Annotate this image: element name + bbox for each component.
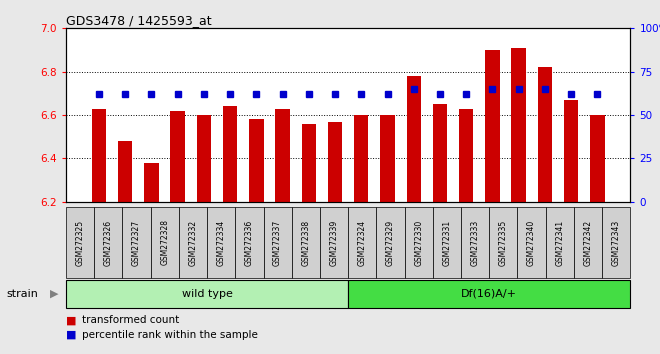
- Bar: [275, 109, 290, 202]
- Bar: [512, 48, 526, 202]
- Bar: [197, 115, 211, 202]
- Text: GSM272341: GSM272341: [555, 219, 564, 266]
- Bar: [92, 109, 106, 202]
- Bar: [249, 119, 263, 202]
- Text: GSM272325: GSM272325: [76, 219, 84, 266]
- Text: GSM272329: GSM272329: [386, 219, 395, 266]
- Text: GDS3478 / 1425593_at: GDS3478 / 1425593_at: [66, 14, 212, 27]
- Bar: [407, 76, 421, 202]
- Text: GSM272331: GSM272331: [442, 219, 451, 266]
- Bar: [433, 104, 447, 202]
- Text: GSM272336: GSM272336: [245, 219, 254, 266]
- Text: GSM272324: GSM272324: [358, 219, 367, 266]
- Bar: [538, 67, 552, 202]
- Text: wild type: wild type: [182, 289, 232, 299]
- Text: strain: strain: [7, 289, 38, 299]
- Text: ■: ■: [66, 315, 77, 325]
- Text: GSM272334: GSM272334: [216, 219, 226, 266]
- Bar: [328, 121, 343, 202]
- Text: GSM272335: GSM272335: [499, 219, 508, 266]
- Text: GSM272342: GSM272342: [583, 219, 593, 266]
- Text: ▶: ▶: [50, 289, 58, 299]
- Bar: [380, 115, 395, 202]
- Text: GSM272330: GSM272330: [414, 219, 423, 266]
- Text: GSM272339: GSM272339: [329, 219, 339, 266]
- Text: GSM272333: GSM272333: [471, 219, 480, 266]
- Text: GSM272343: GSM272343: [612, 219, 620, 266]
- Bar: [590, 115, 605, 202]
- Bar: [223, 107, 238, 202]
- Text: GSM272340: GSM272340: [527, 219, 536, 266]
- Bar: [118, 141, 132, 202]
- Text: GSM272326: GSM272326: [104, 219, 113, 266]
- Text: ■: ■: [66, 330, 77, 339]
- Bar: [354, 115, 368, 202]
- Bar: [144, 163, 158, 202]
- Text: GSM272337: GSM272337: [273, 219, 282, 266]
- Text: GSM272332: GSM272332: [189, 219, 197, 266]
- Text: GSM272327: GSM272327: [132, 219, 141, 266]
- Bar: [170, 111, 185, 202]
- Text: transformed count: transformed count: [82, 315, 180, 325]
- Bar: [459, 109, 473, 202]
- Bar: [485, 50, 500, 202]
- Bar: [564, 100, 578, 202]
- Bar: [302, 124, 316, 202]
- Text: GSM272328: GSM272328: [160, 219, 169, 266]
- Text: percentile rank within the sample: percentile rank within the sample: [82, 330, 258, 339]
- Text: Df(16)A/+: Df(16)A/+: [461, 289, 517, 299]
- Text: GSM272338: GSM272338: [302, 219, 310, 266]
